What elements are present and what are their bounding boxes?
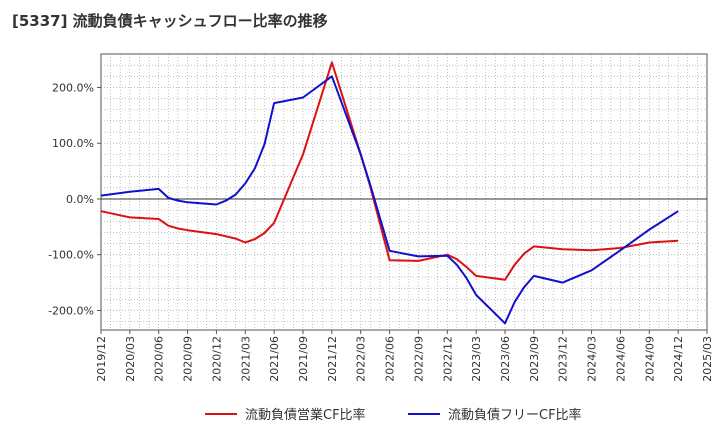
plot-frame <box>100 53 708 331</box>
x-tick-label: 2022/06 <box>384 336 397 382</box>
y-tick-label: 0.0% <box>66 193 94 206</box>
series-lines <box>100 61 679 325</box>
y-tick-label: -200.0% <box>48 304 94 317</box>
x-tick-label: 2023/03 <box>470 336 483 382</box>
legend-label-1: 流動負債営業CF比率 <box>245 407 366 423</box>
y-tick-label: 100.0% <box>52 137 94 150</box>
y-tick-label: -100.0% <box>48 249 94 262</box>
x-tick-label: 2021/03 <box>239 336 252 382</box>
x-axis-ticks: 2019/12 2020/03 2020/06 2020/09 2020/12 2021/… <box>95 330 714 382</box>
x-tick-label: 2025/03 <box>701 336 714 382</box>
x-tick-label: 2020/12 <box>210 336 223 382</box>
grid-lines <box>100 53 708 330</box>
x-tick-label: 2021/09 <box>297 336 310 382</box>
x-tick-label: 2020/03 <box>124 336 137 382</box>
legend: 流動負債営業CF比率 流動負債フリーCF比率 <box>205 407 582 423</box>
x-tick-label: 2021/12 <box>326 336 339 382</box>
x-tick-label: 2022/12 <box>441 336 454 382</box>
series-line-2 <box>100 75 679 325</box>
y-axis-ticks: 200.0% 100.0% 0.0% -100.0% -200.0% <box>48 81 101 317</box>
x-tick-label: 2019/12 <box>95 336 108 382</box>
x-tick-label: 2021/06 <box>268 336 281 382</box>
x-tick-label: 2023/12 <box>557 336 570 382</box>
x-tick-label: 2020/06 <box>153 336 166 382</box>
x-tick-label: 2022/09 <box>412 336 425 382</box>
x-tick-label: 2024/06 <box>614 336 627 382</box>
y-tick-label: 200.0% <box>52 81 94 94</box>
legend-label-2: 流動負債フリーCF比率 <box>448 407 582 423</box>
x-tick-label: 2024/12 <box>672 336 685 382</box>
x-tick-label: 2023/06 <box>499 336 512 382</box>
x-tick-label: 2024/09 <box>643 336 656 382</box>
chart-title: [5337] 流動負債キャッシュフロー比率の推移 <box>12 12 328 30</box>
x-tick-label: 2020/09 <box>182 336 195 382</box>
x-tick-label: 2023/09 <box>528 336 541 382</box>
x-tick-label: 2022/03 <box>355 336 368 382</box>
x-tick-label: 2024/03 <box>586 336 599 382</box>
